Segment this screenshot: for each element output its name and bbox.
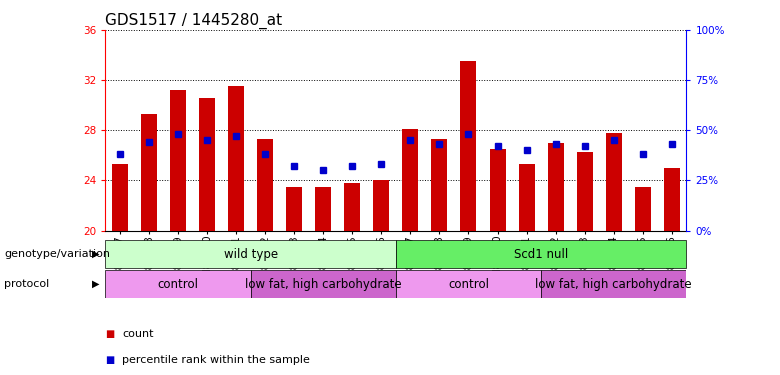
Bar — [228, 86, 244, 231]
Bar — [141, 114, 157, 231]
Bar — [490, 149, 505, 231]
Text: low fat, high carbohydrate: low fat, high carbohydrate — [245, 278, 402, 291]
Bar — [250, 270, 395, 298]
Text: ■: ■ — [105, 355, 115, 365]
Bar — [286, 187, 302, 231]
Bar — [199, 98, 215, 231]
Text: low fat, high carbohydrate: low fat, high carbohydrate — [535, 278, 692, 291]
Bar — [105, 270, 250, 298]
Bar — [257, 139, 273, 231]
Text: wild type: wild type — [224, 248, 278, 261]
Text: GDS1517 / 1445280_at: GDS1517 / 1445280_at — [105, 12, 282, 28]
Bar — [395, 240, 686, 268]
Text: ▶: ▶ — [92, 279, 100, 289]
Bar — [374, 180, 389, 231]
Bar — [315, 187, 332, 231]
Text: ■: ■ — [105, 329, 115, 339]
Bar — [112, 164, 128, 231]
Bar — [395, 270, 541, 298]
Bar — [460, 62, 477, 231]
Bar — [519, 164, 534, 231]
Text: control: control — [158, 278, 198, 291]
Text: protocol: protocol — [4, 279, 49, 289]
Bar — [576, 152, 593, 231]
Text: Scd1 null: Scd1 null — [514, 248, 569, 261]
Bar — [402, 129, 418, 231]
Bar — [105, 240, 395, 268]
Text: percentile rank within the sample: percentile rank within the sample — [122, 355, 310, 365]
Bar — [431, 139, 448, 231]
Bar — [541, 270, 686, 298]
Text: genotype/variation: genotype/variation — [4, 249, 110, 259]
Bar — [344, 183, 360, 231]
Bar — [548, 143, 564, 231]
Bar — [606, 133, 622, 231]
Text: ▶: ▶ — [92, 249, 100, 259]
Bar — [635, 187, 651, 231]
Bar — [664, 168, 680, 231]
Bar — [170, 90, 186, 231]
Text: control: control — [448, 278, 489, 291]
Text: count: count — [122, 329, 154, 339]
